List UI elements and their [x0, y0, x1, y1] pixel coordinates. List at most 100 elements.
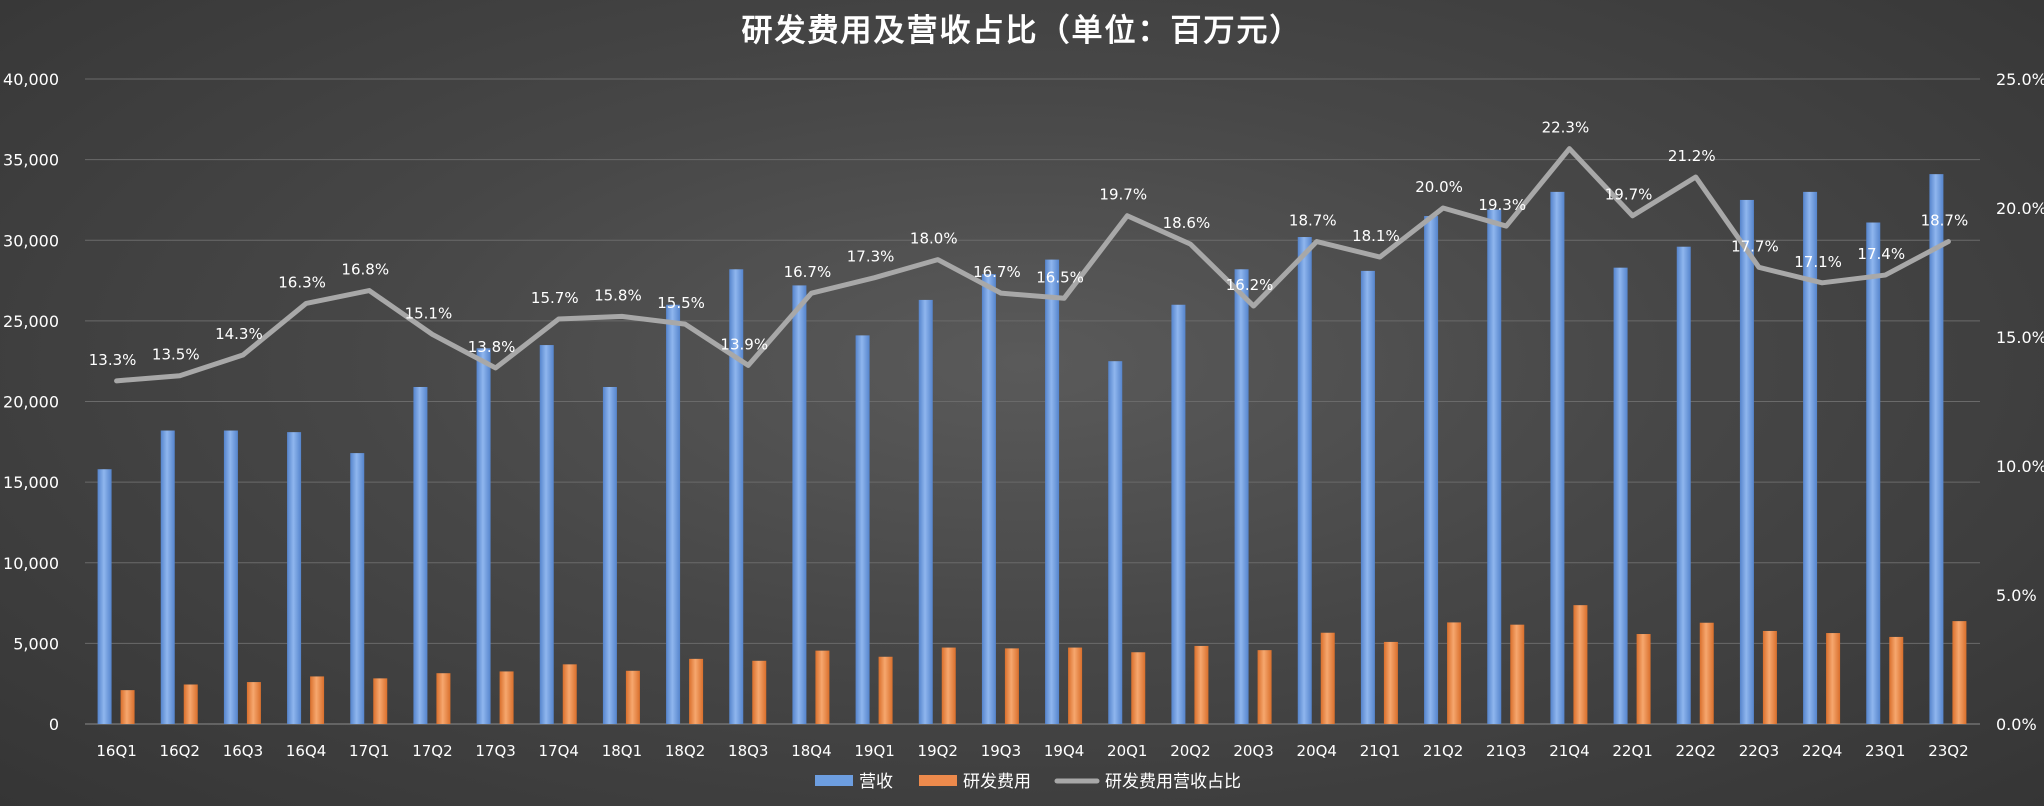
data-label-ratio: 22.3%	[1542, 119, 1590, 137]
bar-revenue	[1929, 174, 1944, 724]
bar-rd-expense	[562, 664, 577, 724]
line-rd-ratio	[114, 146, 1951, 384]
data-label-ratio: 19.7%	[1099, 186, 1147, 204]
y-left-tick-label: 40,000	[3, 70, 59, 89]
bar-revenue	[1171, 304, 1186, 724]
bar-revenue	[350, 453, 365, 724]
data-label-ratio: 15.5%	[657, 294, 705, 312]
bar-revenue	[1297, 237, 1312, 724]
y-right-tick-label: 5.0%	[1996, 586, 2037, 605]
bar-rd-expense	[1636, 634, 1651, 724]
bar-rd-expense	[1699, 622, 1714, 724]
bar-revenue	[1676, 246, 1691, 724]
bar-revenue	[539, 345, 554, 724]
bar-series	[97, 174, 1967, 725]
bar-revenue	[413, 386, 428, 724]
bar-rd-expense	[1510, 624, 1525, 724]
bar-revenue	[1424, 216, 1439, 724]
bar-rd-expense	[1762, 630, 1777, 724]
bar-revenue	[287, 432, 302, 724]
bar-rd-expense	[183, 684, 198, 724]
y-right-tick-label: 20.0%	[1996, 199, 2044, 218]
bar-revenue	[1234, 269, 1249, 724]
y-left-tick-label: 20,000	[3, 393, 59, 412]
legend-label: 研发费用	[963, 772, 1031, 792]
x-tick-label: 21Q1	[1360, 742, 1400, 760]
data-label-ratio: 13.5%	[152, 346, 200, 364]
bar-rd-expense	[1447, 622, 1462, 724]
bar-rd-expense	[1257, 650, 1272, 724]
x-tick-label: 22Q4	[1802, 742, 1842, 760]
data-label-ratio: 15.1%	[405, 304, 453, 322]
x-tick-label: 23Q2	[1928, 742, 1968, 760]
data-label-ratio: 13.9%	[720, 335, 768, 353]
y-left-tick-label: 10,000	[3, 554, 59, 573]
bar-revenue	[729, 269, 744, 724]
bar-rd-expense	[1573, 605, 1588, 724]
bar-revenue	[1803, 191, 1818, 724]
bar-revenue	[981, 274, 996, 724]
bar-rd-expense	[1320, 632, 1335, 724]
x-tick-label: 22Q2	[1676, 742, 1716, 760]
data-labels: 13.3% 13.5% 14.3% 16.3% 16.8% 15.1% 13.8% 15.7%…	[89, 119, 1968, 369]
bar-rd-expense	[373, 678, 388, 724]
data-label-ratio: 18.7%	[1921, 212, 1969, 230]
y-left-tick-label: 5,000	[13, 634, 59, 653]
data-label-ratio: 17.4%	[1857, 245, 1905, 263]
bar-revenue	[1739, 199, 1754, 724]
bar-rd-expense	[1826, 633, 1841, 724]
bar-revenue	[1360, 270, 1375, 724]
bar-rd-expense	[815, 650, 830, 724]
bar-revenue	[918, 299, 933, 724]
x-tick-label: 19Q3	[981, 742, 1021, 760]
data-label-ratio: 18.7%	[1289, 212, 1337, 230]
x-tick-label: 16Q4	[286, 742, 326, 760]
data-label-ratio: 21.2%	[1668, 147, 1716, 165]
data-label-ratio: 13.8%	[468, 338, 516, 356]
data-label-ratio: 16.7%	[973, 263, 1021, 281]
x-tick-label: 21Q3	[1486, 742, 1526, 760]
x-tick-label: 18Q1	[602, 742, 642, 760]
bar-revenue	[666, 304, 681, 724]
y-left-tick-label: 30,000	[3, 231, 59, 250]
y-right-tick-label: 25.0%	[1996, 70, 2044, 89]
bar-rd-expense	[310, 676, 325, 724]
x-tick-label: 19Q1	[854, 742, 894, 760]
data-label-ratio: 16.8%	[341, 261, 389, 279]
y-left-tick-label: 35,000	[3, 151, 59, 170]
data-label-ratio: 16.2%	[1226, 276, 1274, 294]
data-label-ratio: 17.1%	[1794, 253, 1842, 271]
x-tick-label: 16Q3	[223, 742, 263, 760]
data-label-ratio: 19.7%	[1605, 186, 1653, 204]
bar-rd-expense	[246, 682, 261, 724]
data-label-ratio: 18.0%	[910, 230, 958, 248]
x-tick-label: 17Q1	[349, 742, 389, 760]
y-left-tick-label: 25,000	[3, 312, 59, 331]
x-tick-label: 20Q3	[1233, 742, 1273, 760]
gridlines	[85, 78, 1980, 725]
x-tick-label: 20Q1	[1107, 742, 1147, 760]
bar-rd-expense	[436, 673, 451, 724]
bar-rd-expense	[1131, 652, 1146, 724]
y-axis-left: 0 5,000 10,000 15,000 20,000 25,000 30,000 35,0…	[3, 70, 59, 734]
data-label-ratio: 18.6%	[1163, 214, 1211, 232]
bar-revenue	[855, 335, 870, 724]
y-right-tick-label: 10.0%	[1996, 457, 2044, 476]
legend-label: 研发费用营收占比	[1105, 772, 1241, 792]
data-label-ratio: 16.3%	[278, 273, 326, 291]
x-tick-label: 21Q2	[1423, 742, 1463, 760]
bar-revenue	[1487, 209, 1502, 725]
x-tick-label: 18Q3	[728, 742, 768, 760]
y-axis-right: 0.0% 5.0% 10.0% 15.0% 20.0% 25.0%	[1996, 70, 2044, 734]
data-label-ratio: 14.3%	[215, 325, 263, 343]
bar-rd-expense	[1068, 647, 1083, 724]
data-label-ratio: 16.7%	[784, 263, 832, 281]
bar-revenue	[1045, 259, 1060, 724]
bar-rd-expense	[1004, 648, 1019, 724]
legend-label: 营收	[859, 772, 893, 792]
bar-rd-expense	[499, 671, 514, 724]
x-tick-label: 19Q4	[1044, 742, 1084, 760]
bar-revenue	[160, 430, 175, 724]
x-tick-label: 17Q3	[475, 742, 515, 760]
x-tick-label: 17Q4	[539, 742, 579, 760]
